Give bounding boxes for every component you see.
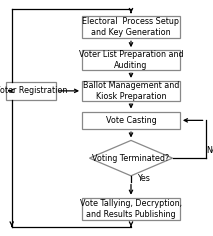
FancyBboxPatch shape: [82, 81, 180, 101]
Text: Ballot Management and
Kiosk Preparation: Ballot Management and Kiosk Preparation: [83, 81, 179, 101]
FancyBboxPatch shape: [82, 16, 180, 38]
FancyBboxPatch shape: [82, 50, 180, 70]
FancyBboxPatch shape: [82, 198, 180, 220]
FancyBboxPatch shape: [82, 112, 180, 129]
Text: Yes: Yes: [137, 174, 150, 183]
Text: Vote Casting: Vote Casting: [106, 116, 156, 125]
FancyBboxPatch shape: [6, 82, 56, 100]
Text: Electoral  Process Setup
and Key Generation: Electoral Process Setup and Key Generati…: [82, 17, 180, 37]
Text: Vote Tallying, Decryption,
and Results Publishing: Vote Tallying, Decryption, and Results P…: [80, 199, 182, 219]
Text: Voter List Preparation and
Auditing: Voter List Preparation and Auditing: [79, 50, 183, 70]
Text: Voting Terminated?: Voting Terminated?: [92, 154, 170, 163]
Text: No: No: [207, 146, 213, 155]
Polygon shape: [89, 140, 173, 176]
Text: Voter Registration: Voter Registration: [0, 86, 67, 95]
